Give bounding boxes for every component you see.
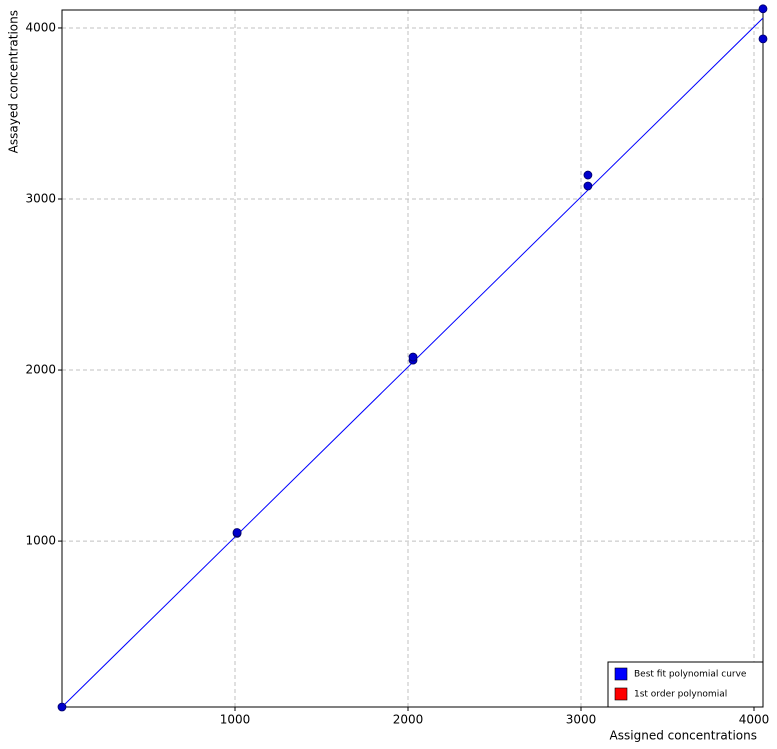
plot-border	[61, 9, 764, 708]
data-point	[758, 34, 768, 44]
x-tick-label: 4000	[739, 713, 770, 727]
y-tick-label: 3000	[25, 192, 56, 206]
x-tick-label: 2000	[393, 713, 424, 727]
x-axis-label: Assigned concentrations	[610, 729, 757, 743]
data-point	[232, 528, 242, 537]
y-axis-label: Assayed concentrations	[7, 10, 21, 153]
data-point	[583, 170, 593, 180]
y-tick-label: 1000	[25, 534, 56, 548]
x-tick-label: 3000	[566, 713, 597, 727]
data-point	[408, 352, 418, 362]
data-point	[583, 181, 593, 191]
x-tick-label: 1000	[220, 713, 251, 727]
legend-label: Best fit polynomial curve	[634, 670, 747, 680]
data-point	[758, 4, 768, 14]
legend-swatch	[614, 667, 628, 681]
data-point	[57, 702, 67, 712]
legend-label: 1st order polynomial	[634, 690, 727, 700]
y-tick-label: 4000	[25, 20, 56, 34]
legend-box	[607, 661, 764, 708]
legend-swatch	[614, 687, 628, 701]
y-tick-label: 2000	[25, 363, 56, 377]
